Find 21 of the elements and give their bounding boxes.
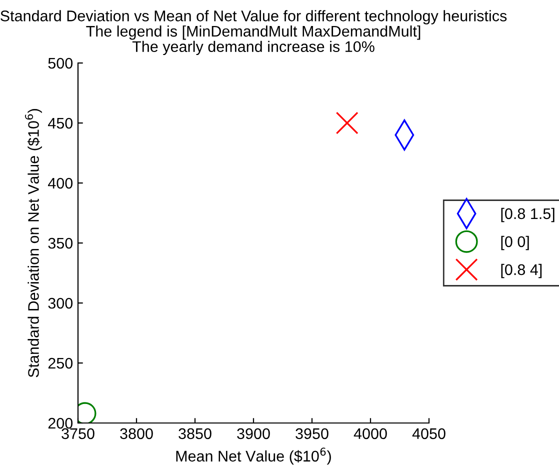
y-tick-label: 350 bbox=[48, 238, 73, 249]
y-axis-title: Standard Deviation on Net Value ($10$^{6}$) bbox=[24, 109, 42, 378]
x-tick-label: 4000 bbox=[354, 428, 387, 440]
x-tick-label: 3950 bbox=[296, 428, 328, 440]
chart-title: Standard Deviation vs Mean of Net Value for different technology heuristics The legend is [MinDemandMult MaxDemandMult] The yearly demand increase is 10% bbox=[0, 10, 507, 56]
legend-label: [0.8 1.5] bbox=[501, 208, 554, 222]
y-tick-label: 250 bbox=[48, 358, 73, 369]
y-tick-label: 500 bbox=[48, 58, 73, 69]
legend-label: [0.8 4] bbox=[501, 264, 542, 278]
x-tick-label: 3850 bbox=[178, 428, 212, 440]
x-tick-label: 3800 bbox=[120, 428, 153, 440]
y-tick-label: 400 bbox=[48, 178, 73, 189]
x-tick-label: 3900 bbox=[237, 428, 270, 440]
legend-label: [0 0] bbox=[501, 236, 529, 250]
x-tick-label: 3750 bbox=[62, 428, 94, 440]
point bbox=[336, 112, 358, 134]
x-tick-label: 4050 bbox=[412, 428, 446, 440]
y-tick-label: 450 bbox=[48, 118, 73, 129]
y-tick-label: 200 bbox=[48, 418, 73, 429]
x-axis-title: Mean Net Value ($10$^{6}$) bbox=[176, 448, 331, 465]
y-tick-label: 300 bbox=[48, 298, 73, 309]
